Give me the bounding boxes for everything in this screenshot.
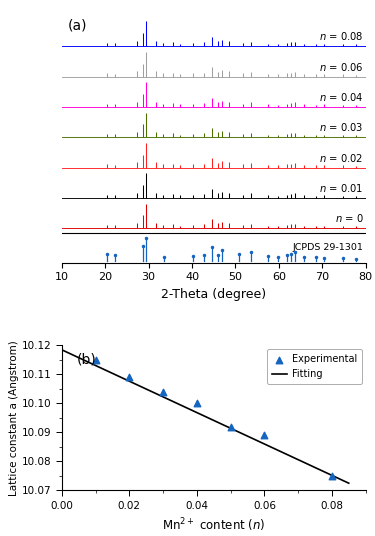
Text: $\it{n}$ = 0: $\it{n}$ = 0 — [335, 212, 363, 225]
Experimental — [329, 472, 335, 480]
Text: $\it{n}$ = 0.02: $\it{n}$ = 0.02 — [319, 152, 363, 163]
Experimental — [93, 356, 99, 364]
Text: $\it{n}$ = 0.06: $\it{n}$ = 0.06 — [319, 61, 363, 73]
Experimental — [160, 388, 166, 396]
Experimental — [126, 373, 132, 382]
Text: (a): (a) — [68, 18, 87, 32]
Experimental — [194, 399, 200, 408]
Text: $\it{n}$ = 0.04: $\it{n}$ = 0.04 — [319, 91, 363, 103]
Text: $\it{n}$ = 0.03: $\it{n}$ = 0.03 — [319, 121, 363, 133]
Text: (b): (b) — [77, 353, 97, 367]
Legend: Experimental, Fitting: Experimental, Fitting — [267, 349, 362, 384]
Y-axis label: Lattice constant a (Angstrom): Lattice constant a (Angstrom) — [9, 340, 19, 496]
Experimental — [228, 422, 234, 431]
X-axis label: Mn$^{2+}$ content ($n$): Mn$^{2+}$ content ($n$) — [162, 516, 266, 534]
Text: $\it{n}$ = 0.01: $\it{n}$ = 0.01 — [319, 182, 363, 194]
Experimental — [261, 431, 267, 440]
Text: $\it{n}$ = 0.08: $\it{n}$ = 0.08 — [319, 31, 363, 42]
X-axis label: 2-Theta (degree): 2-Theta (degree) — [161, 288, 266, 301]
Text: JCPDS 29-1301: JCPDS 29-1301 — [292, 243, 363, 252]
